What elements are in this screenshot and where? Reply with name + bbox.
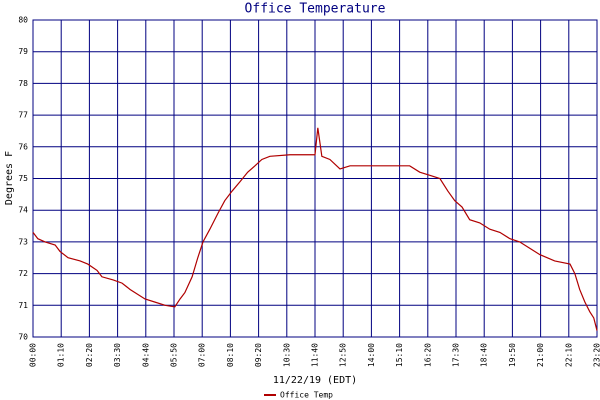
x-tick-label: 09:20	[254, 343, 263, 367]
x-tick-label: 18:40	[480, 343, 489, 367]
x-tick-label: 17:30	[452, 343, 461, 367]
x-tick-label: 11:40	[311, 343, 320, 367]
x-tick-label: 03:30	[113, 343, 122, 367]
x-tick-label: 04:40	[141, 343, 150, 367]
x-tick-label: 07:00	[198, 343, 207, 367]
y-tick-label: 77	[18, 111, 28, 120]
x-tick-label: 23:20	[593, 343, 600, 367]
x-tick-label: 05:50	[170, 343, 179, 367]
x-tick-label: 00:00	[29, 343, 38, 367]
x-tick-label: 19:50	[508, 343, 517, 367]
y-tick-label: 79	[18, 47, 28, 56]
x-tick-label: 08:10	[226, 343, 235, 367]
x-axis-label: 11/22/19 (EDT)	[273, 375, 357, 386]
y-axis-label: Degrees F	[4, 151, 15, 205]
y-tick-label: 76	[18, 142, 28, 151]
x-tick-label: 16:20	[423, 343, 432, 367]
x-tick-label: 21:00	[536, 343, 545, 367]
chart-title: Office Temperature	[245, 2, 386, 17]
y-tick-label: 78	[18, 79, 28, 88]
y-tick-label: 80	[18, 16, 28, 25]
y-tick-label: 72	[18, 269, 28, 278]
x-tick-label: 14:00	[367, 343, 376, 367]
x-tick-label: 15:10	[395, 343, 404, 367]
y-tick-label: 71	[18, 301, 28, 310]
y-tick-label: 75	[18, 174, 28, 183]
x-tick-label: 01:10	[57, 343, 66, 367]
y-tick-label: 70	[18, 333, 28, 342]
x-tick-label: 12:50	[339, 343, 348, 367]
legend-label: Office Temp	[280, 391, 333, 400]
x-tick-label: 02:20	[85, 343, 94, 367]
data-line	[32, 127, 598, 331]
y-tick-label: 73	[18, 237, 28, 246]
plot-frame	[32, 19, 598, 338]
x-tick-label: 10:30	[282, 343, 291, 367]
y-tick-label: 74	[18, 206, 28, 215]
x-tick-label: 22:10	[564, 343, 573, 367]
